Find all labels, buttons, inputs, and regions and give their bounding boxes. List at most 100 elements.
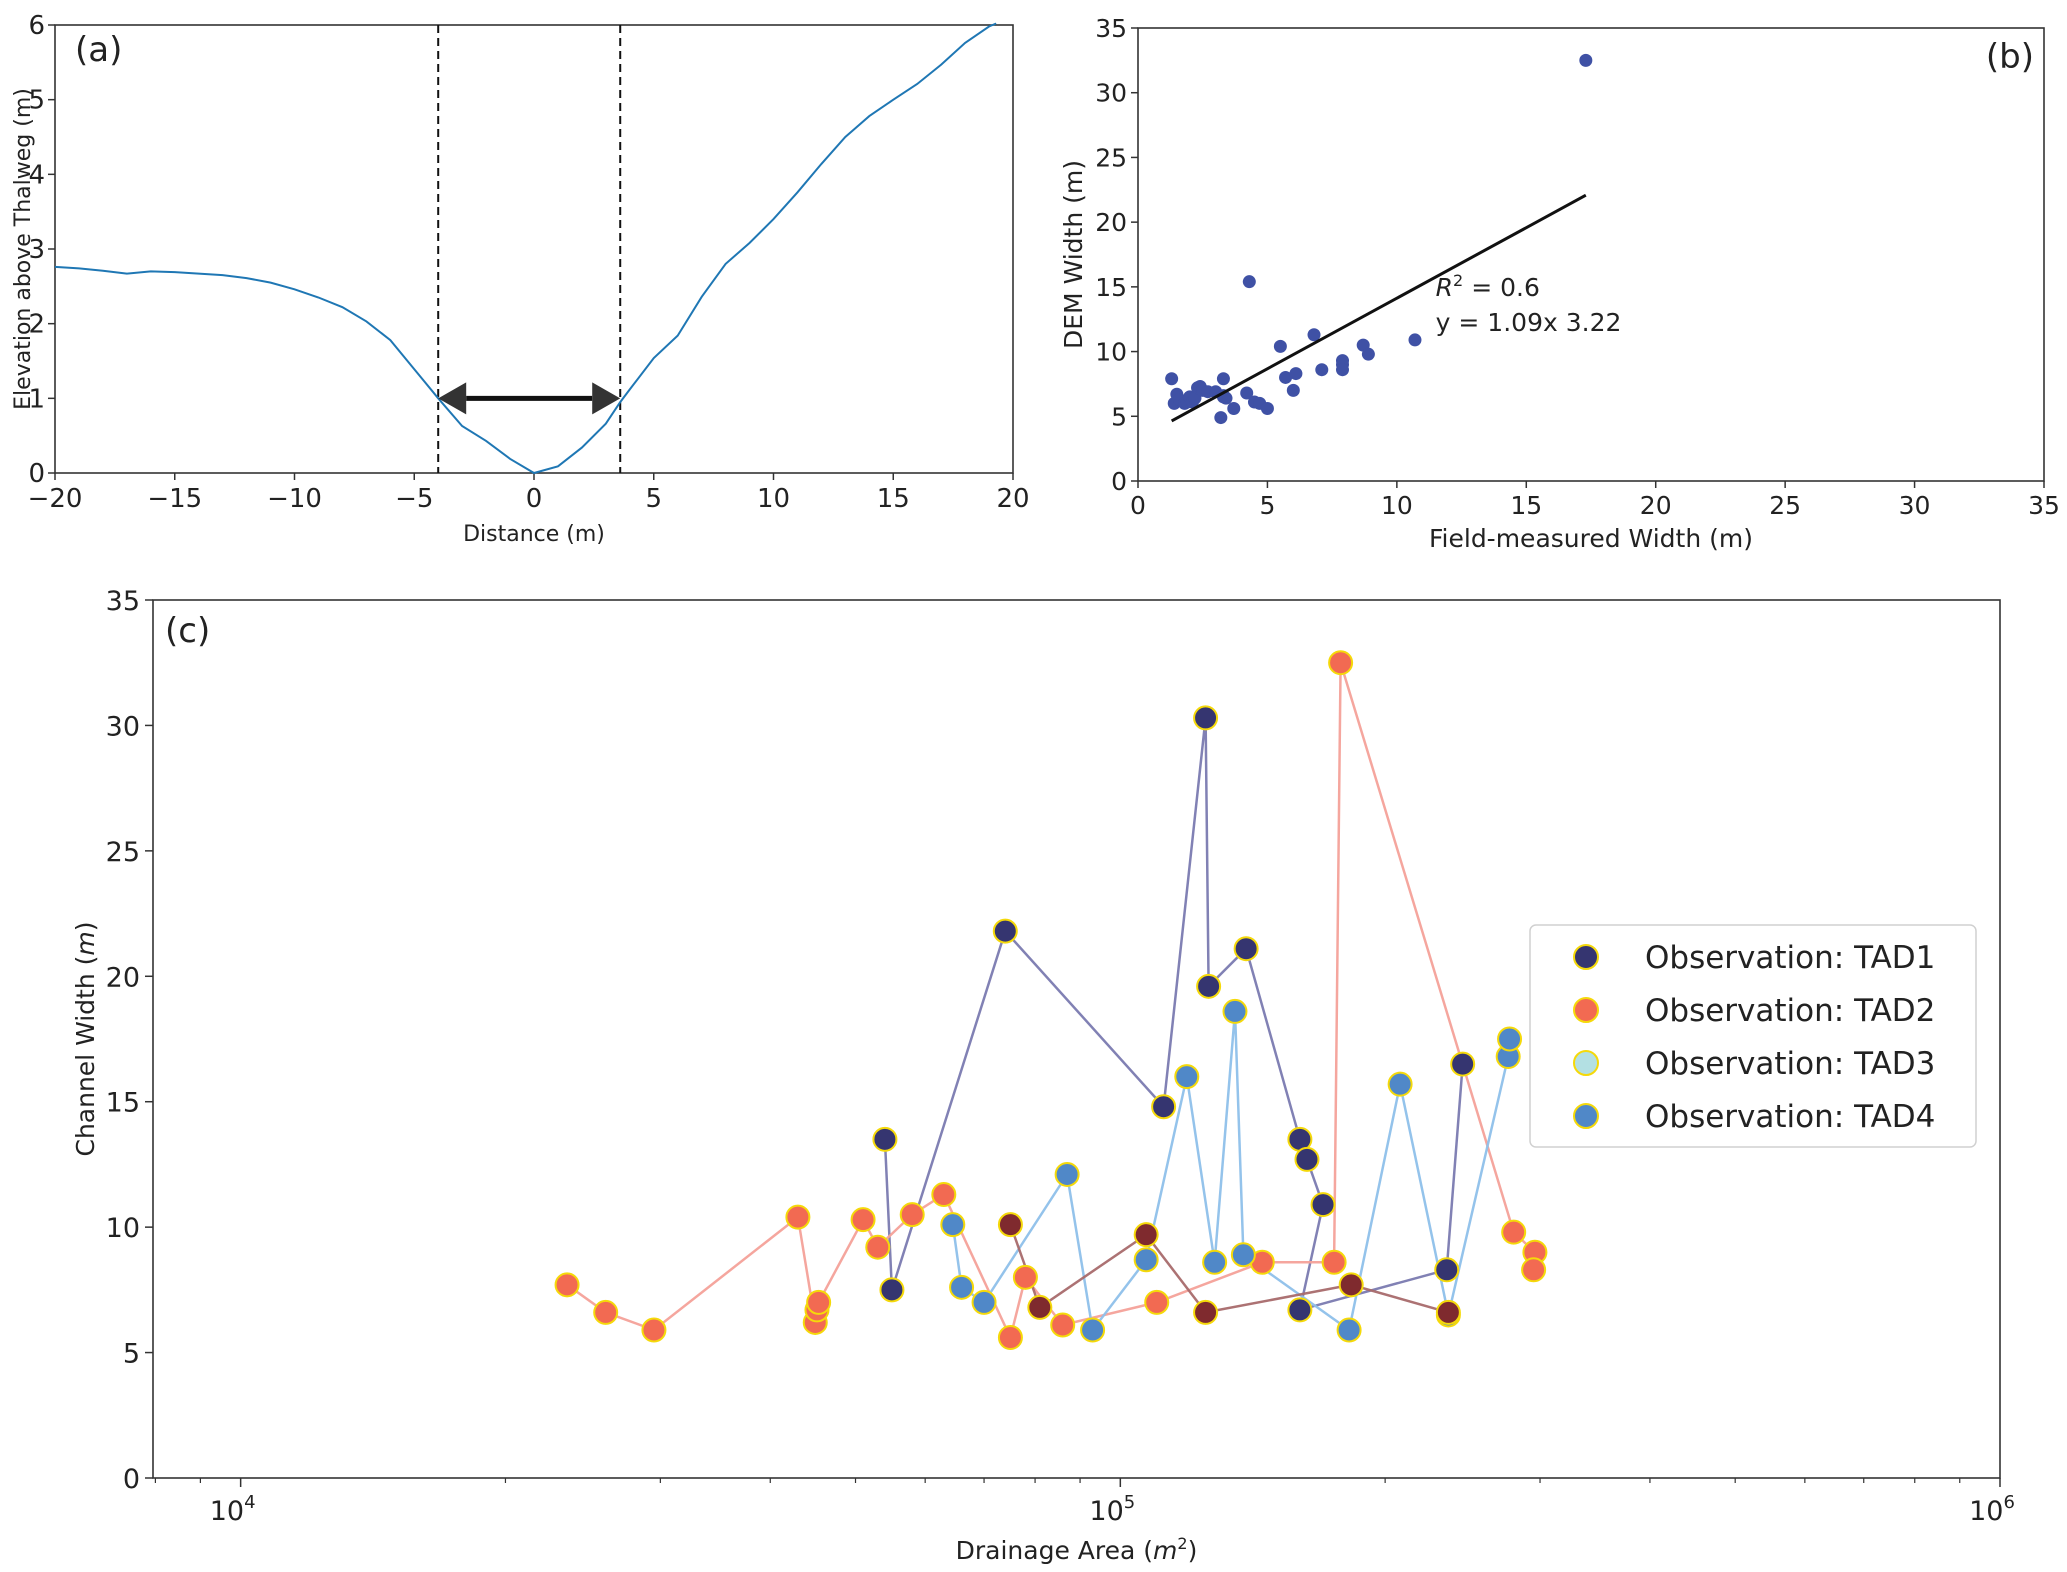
x-tick-label: 105 [1089,1492,1135,1527]
r2-sup: 2 [1453,271,1463,290]
data-point-series-2 [1144,1289,1170,1315]
y-tick-label: 25 [1095,143,1127,172]
panel-b-equation: y = 1.09x 3.22 [1436,308,1622,337]
data-point-series-1 [1233,936,1259,962]
panel-b-ticks: 0 5 10 15 20 25 30 35 0 5 10 15 20 25 30 35 [1095,14,2060,520]
x-tick-label: 10 [757,484,790,514]
panel-c-frame [152,599,2001,1479]
series-line-2 [566,662,1537,1342]
data-point-series-1 [1151,1094,1177,1120]
panel-c-legend: Observation: TAD1 Observation: TAD2 Observ… [1529,924,1977,1148]
y-tick-label: 10 [106,1213,140,1244]
scatter-point [1286,383,1300,397]
xlabel-var: m [1153,1536,1177,1565]
data-point-series-2 [899,1202,925,1228]
data-point-series-2 [1501,1219,1527,1245]
data-point-series-1 [1193,705,1219,731]
y-tick-label: 15 [106,1088,140,1119]
panel-b-r2-annotation: R2 = 0.6 [1436,271,1540,302]
x-tick-label: −5 [395,484,433,514]
data-point-series-1 [879,1277,905,1303]
panel-a-xlabel: Distance (m) [463,522,605,547]
y-tick-label: 0 [1111,467,1127,496]
arrow-head-left [438,382,467,415]
data-point-series-1 [1310,1192,1336,1218]
data-point-series-2 [554,1272,580,1298]
panel-b-xlabel: Field-measured Width (m) [1429,524,1753,553]
data-point-series-1 [1450,1051,1476,1077]
series-line-1 [883,717,1464,1312]
panel-c: 104 105 106 0 5 10 15 20 25 30 35 (c) Drainage Are… [71,586,2015,1565]
data-point-series-4 [1222,998,1248,1024]
panel-a-profile-line [54,22,997,475]
scatter-point [1361,347,1375,361]
r2-value: = 0.6 [1471,273,1540,302]
x-tick-label: 0 [1130,491,1146,520]
panel-c-points [554,650,1548,1351]
legend-label: Observation: TAD3 [1645,1046,1935,1082]
data-point-series-4 [1230,1242,1256,1268]
y-tick-label: 20 [106,962,140,993]
scatter-point [1315,363,1329,377]
data-point-series-5 [1435,1299,1461,1325]
panel-b-ylabel: DEM Width (m) [1059,160,1088,349]
xlabel-sup: 2 [1177,1534,1187,1553]
panel-b-label: (b) [1986,37,2034,77]
data-point-series-2 [1328,650,1354,676]
data-point-series-1 [1287,1297,1313,1323]
data-point-series-4 [1336,1317,1362,1343]
panel-c-ticks: 104 105 106 0 5 10 15 20 25 30 35 [106,586,2015,1527]
legend-marker [1573,1050,1599,1076]
xlabel-end: ) [1188,1536,1198,1565]
y-tick-label: 2 [28,310,45,340]
x-tick-label: 5 [645,484,662,514]
x-tick-label: 106 [1969,1492,2015,1527]
panel-c-ylabel: Channel Width (m) [71,921,100,1156]
data-point-series-2 [1012,1264,1038,1290]
x-tick-label: 5 [1259,491,1275,520]
data-point-series-2 [850,1207,876,1233]
r2-symbol: R [1436,273,1453,302]
data-point-series-4 [1387,1071,1413,1097]
scatter-point [1165,372,1179,386]
ylabel-var: m [71,931,100,955]
y-tick-label: 15 [1095,273,1127,302]
y-tick-label: 5 [123,1339,140,1370]
y-tick-label: 3 [28,235,45,265]
panel-b-fit-line [1170,193,1587,423]
data-point-series-5 [1338,1272,1364,1298]
legend-label: Observation: TAD4 [1645,1099,1935,1135]
scatter-point [1289,367,1303,381]
data-point-series-2 [593,1299,619,1325]
panel-a-width-arrow [438,382,621,415]
data-point-series-4 [1133,1247,1159,1273]
y-tick-label: 30 [1095,79,1127,108]
data-point-series-4 [1174,1064,1200,1090]
data-point-series-2 [785,1204,811,1230]
legend-frame [1529,924,1977,1148]
legend-marker [1573,997,1599,1023]
x-tick-label: 35 [2028,491,2060,520]
x-tick-label: 0 [526,484,543,514]
data-point-series-4 [1202,1249,1228,1275]
panel-a-ylabel: Elevation above Thalweg (m) [11,88,36,410]
data-point-series-5 [1027,1294,1053,1320]
data-point-series-1 [1434,1257,1460,1283]
x-tick-label: 30 [1899,491,1931,520]
data-point-series-1 [1196,973,1222,999]
y-tick-label: 35 [1095,14,1127,43]
y-tick-label: 0 [123,1464,140,1495]
data-point-series-4 [971,1289,997,1315]
scatter-point [1240,386,1254,400]
x-tick-label: −10 [267,484,322,514]
scatter-point [1260,402,1274,416]
data-point-series-2 [997,1325,1023,1351]
data-point-series-2 [1321,1249,1347,1275]
y-tick-label: 10 [1095,338,1127,367]
scatter-point [1307,328,1321,342]
legend-marker [1573,944,1599,970]
scatter-point [1242,275,1256,289]
data-point-series-1 [1294,1146,1320,1172]
y-tick-label: 20 [1095,208,1127,237]
